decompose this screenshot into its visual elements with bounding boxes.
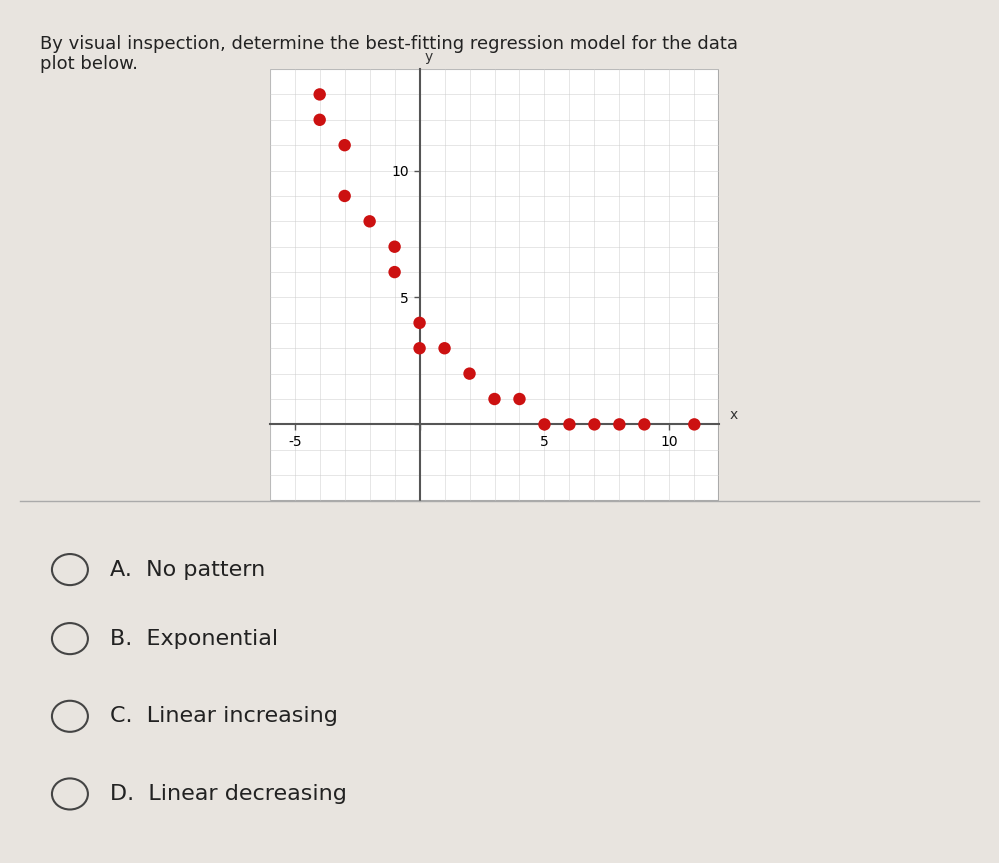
- Text: C.  Linear increasing: C. Linear increasing: [110, 706, 338, 727]
- Point: [636, 418, 652, 432]
- Point: [362, 214, 378, 228]
- Point: [337, 138, 353, 152]
- Point: [437, 342, 453, 356]
- Point: [387, 265, 403, 279]
- Point: [412, 342, 428, 356]
- Text: y: y: [425, 50, 433, 64]
- Point: [387, 240, 403, 254]
- Text: By visual inspection, determine the best-fitting regression model for the data
p: By visual inspection, determine the best…: [40, 35, 738, 73]
- Point: [611, 418, 627, 432]
- Point: [586, 418, 602, 432]
- Point: [312, 113, 328, 127]
- Text: D.  Linear decreasing: D. Linear decreasing: [110, 784, 347, 804]
- Point: [561, 418, 577, 432]
- Point: [462, 367, 478, 381]
- Bar: [270, 69, 719, 501]
- Point: [312, 87, 328, 101]
- Point: [686, 418, 702, 432]
- Text: x: x: [729, 408, 737, 422]
- Point: [487, 392, 502, 406]
- Point: [412, 316, 428, 330]
- Point: [511, 392, 527, 406]
- Point: [536, 418, 552, 432]
- Text: B.  Exponential: B. Exponential: [110, 628, 278, 649]
- Text: A.  No pattern: A. No pattern: [110, 559, 265, 580]
- Point: [337, 189, 353, 203]
